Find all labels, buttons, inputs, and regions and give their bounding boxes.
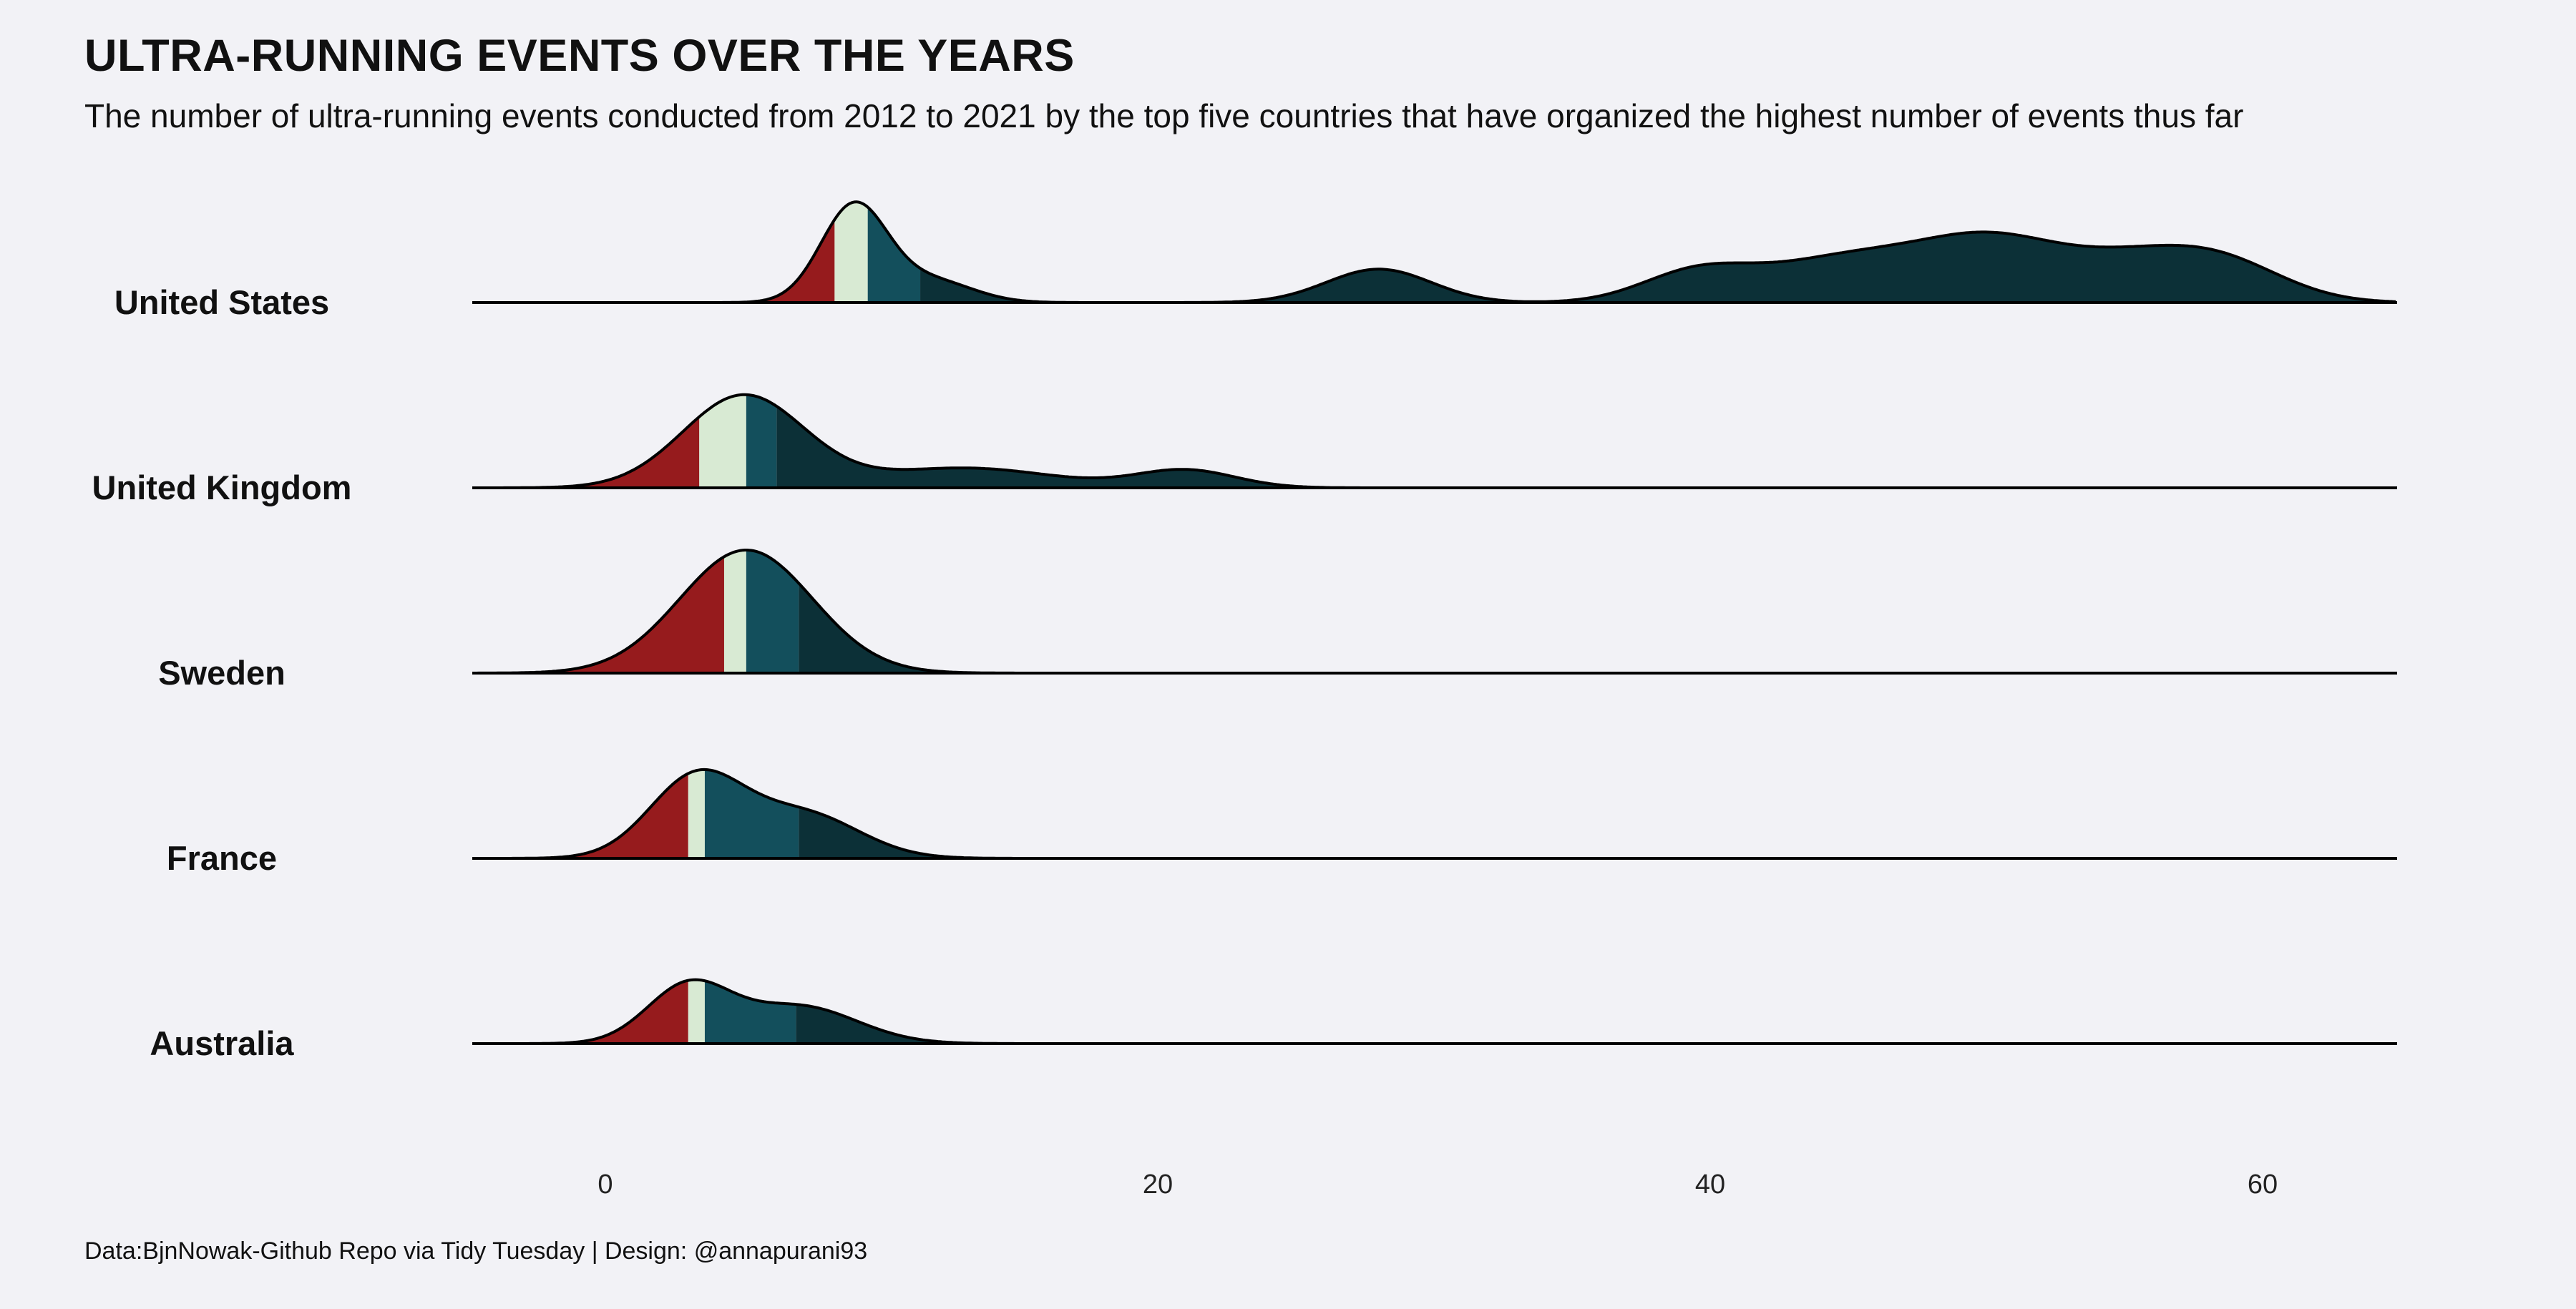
quartile-band-2 [834, 202, 868, 303]
y-label: France [167, 839, 277, 877]
quartile-band-4 [796, 1004, 2398, 1044]
quartile-band-3 [704, 770, 799, 858]
quartile-band-4 [920, 232, 2397, 303]
ridge-sweden [472, 549, 2397, 675]
y-label: United States [114, 283, 329, 321]
quartile-band-1 [472, 773, 688, 858]
y-label: Sweden [158, 654, 286, 692]
quartile-band-3 [867, 207, 921, 303]
quartile-band-1 [472, 557, 724, 673]
density-outline [472, 200, 2396, 304]
x-axis-ticks: 0 20 40 60 [597, 1170, 2278, 1200]
x-tick-label: 0 [597, 1170, 613, 1200]
quartile-band-3 [746, 394, 777, 488]
ridge-france [472, 768, 2397, 860]
y-label: Australia [150, 1024, 294, 1062]
ridge-united-kingdom [472, 393, 2398, 489]
quartile-band-1 [472, 416, 700, 488]
quartile-band-1 [472, 220, 835, 303]
chart-caption: Data:BjnNowak-Github Repo via Tidy Tuesd… [84, 1237, 868, 1265]
ridge-united-states [472, 200, 2397, 304]
quartile-band-1 [472, 980, 688, 1044]
chart-subtitle: The number of ultra-running events condu… [84, 97, 2244, 134]
x-tick-label: 60 [2248, 1170, 2278, 1200]
quartile-band-2 [688, 769, 705, 858]
quartile-band-4 [799, 807, 2397, 858]
quartile-band-4 [776, 406, 2398, 488]
ridge-australia [472, 978, 2398, 1045]
quartile-band-2 [699, 394, 746, 488]
x-tick-label: 20 [1143, 1170, 1173, 1200]
quartile-band-3 [704, 981, 796, 1044]
y-label: United Kingdom [92, 469, 352, 506]
quartile-band-2 [688, 979, 705, 1044]
x-tick-label: 40 [1695, 1170, 1725, 1200]
ridges-group [472, 200, 2398, 1045]
quartile-band-3 [746, 550, 799, 673]
y-axis-labels: United States United Kingdom Sweden France A… [92, 283, 352, 1062]
chart-title: ULTRA-RUNNING EVENTS OVER THE YEARS [84, 31, 1075, 81]
quartile-band-4 [799, 583, 2397, 673]
quartile-band-2 [723, 550, 746, 673]
